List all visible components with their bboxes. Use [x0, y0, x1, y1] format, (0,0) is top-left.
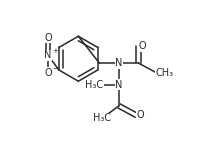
Text: N: N	[44, 50, 51, 60]
Text: N: N	[115, 80, 123, 90]
Text: O: O	[44, 33, 52, 43]
Text: O: O	[136, 110, 144, 120]
Text: +: +	[52, 48, 58, 55]
Text: O: O	[138, 41, 146, 51]
Text: N: N	[115, 58, 123, 68]
Text: H₃C: H₃C	[85, 80, 103, 90]
Text: H₃C: H₃C	[93, 113, 111, 123]
Text: O: O	[44, 68, 52, 77]
Text: CH₃: CH₃	[156, 68, 174, 77]
Text: −: −	[52, 64, 59, 73]
